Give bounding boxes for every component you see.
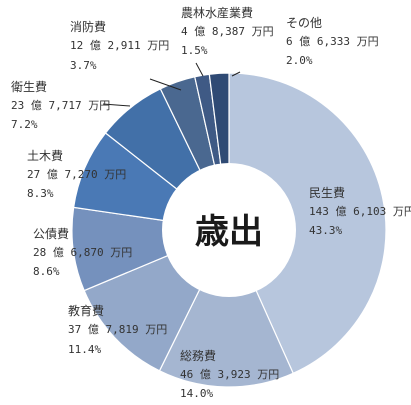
leader-line-shoubouhi [149,78,182,91]
label-minseihi: 民生費 143 億 6,103 万円 43.3% [309,185,411,237]
slice-label-percent: 1.5% [181,44,208,57]
label-shouboui: 消防費 12 億 2,911 万円 3.7% [70,19,169,72]
slice-label-percent: 8.3% [27,187,54,200]
slice-label-amount: 143 億 6,103 万円 [309,205,411,218]
slice-label-name: 消防費 [70,19,106,34]
leader-line-sonota [231,71,241,77]
leader-line-nourin [195,62,204,77]
slice-label-amount: 12 億 2,911 万円 [70,39,169,52]
slice-label-name: 総務費 [180,348,216,363]
leader-lines [102,62,241,107]
label-eiseihi: 衛生費 23 億 7,717 万円 7.2% [11,79,110,131]
slice-label-amount: 23 億 7,717 万円 [11,99,110,112]
slice-label-amount: 4 億 8,387 万円 [181,25,274,38]
label-kousaihi: 公債費 28 億 6,870 万円 8.6% [33,226,132,278]
slice-label-amount: 46 億 3,923 万円 [180,368,279,381]
label-soumuhi: 総務費 46 億 3,923 万円 14.0% [180,348,279,400]
slice-label-percent: 7.2% [11,118,38,131]
leader-line-eiseihi [102,103,131,107]
donut-hole [162,163,296,297]
slice-label-percent: 14.0% [180,387,213,400]
slice-label-name: 民生費 [309,185,345,200]
pie-slice-1 [158,228,294,388]
slice-label-amount: 37 億 7,819 万円 [68,323,167,336]
slice-label-amount: 28 億 6,870 万円 [33,246,132,259]
label-sonota: その他 6 億 6,333 万円 2.0% [286,16,379,67]
slice-label-name: 教育費 [68,303,104,318]
slice-label-percent: 11.4% [68,343,101,356]
chart-title: 歳出 [195,212,263,252]
slice-label-name: その他 [286,16,322,30]
slice-label-amount: 6 億 6,333 万円 [286,35,379,48]
label-nourinsuisangyouhi: 農林水産業費 4 億 8,387 万円 1.5% [181,5,274,57]
slice-label-name: 農林水産業費 [181,5,253,20]
slice-label-percent: 43.3% [309,224,342,237]
slice-label-name: 土木費 [27,148,63,163]
slice-label-name: 衛生費 [11,79,47,94]
slice-label-amount: 27 億 7,270 万円 [27,168,126,181]
slice-label-name: 公債費 [33,226,69,241]
slice-label-percent: 2.0% [286,54,313,67]
label-dobokuhi: 土木費 27 億 7,270 万円 8.3% [27,148,126,200]
slice-label-percent: 3.7% [70,59,97,72]
label-kyouikuhi: 教育費 37 億 7,819 万円 11.4% [68,303,167,356]
slice-label-percent: 8.6% [33,265,60,278]
pie-slice-0 [228,72,387,375]
